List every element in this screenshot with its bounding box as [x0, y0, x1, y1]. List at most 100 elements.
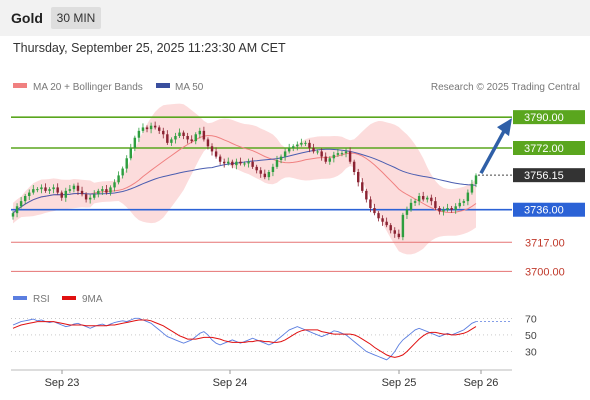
candle	[149, 125, 153, 130]
candle	[385, 221, 388, 226]
ma50-legend-label: MA 50	[175, 82, 204, 93]
last-price-label: 3756.15	[524, 170, 564, 182]
legend: MA 20 + Bollinger Bands MA 50 Research ©…	[13, 82, 580, 305]
candle	[60, 192, 63, 198]
candle	[438, 208, 441, 212]
candle	[113, 182, 116, 188]
candle	[28, 192, 31, 196]
timeframe-button[interactable]: 30 MIN	[51, 7, 101, 29]
candle	[121, 168, 124, 176]
candle	[474, 175, 478, 184]
candle	[101, 189, 104, 191]
candle	[462, 201, 466, 203]
candle	[80, 190, 84, 195]
candle	[40, 187, 43, 190]
candle	[72, 185, 76, 190]
candle	[454, 206, 457, 210]
candle	[267, 172, 271, 178]
candle	[332, 154, 336, 159]
candle	[186, 136, 189, 140]
candle	[365, 190, 368, 200]
candle	[36, 189, 39, 191]
candle	[157, 127, 161, 131]
candle	[247, 161, 250, 164]
candle	[296, 144, 299, 147]
x-tick-label: Sep 24	[213, 377, 248, 389]
candle	[52, 187, 55, 190]
candle	[320, 151, 323, 157]
candle	[466, 192, 470, 202]
candle	[227, 161, 230, 164]
level-tag	[513, 202, 585, 217]
chart-datetime: Thursday, September 25, 2025 11:23:30 AM…	[13, 41, 286, 55]
candle	[361, 182, 364, 191]
rsi-ma-line	[12, 319, 477, 358]
candle	[190, 139, 193, 142]
candle	[442, 209, 445, 212]
candle	[275, 160, 279, 167]
candle	[162, 130, 165, 135]
candle	[300, 142, 303, 145]
candle	[141, 127, 145, 131]
level-label: 3717.00	[525, 237, 565, 249]
candle	[84, 194, 88, 200]
candle	[373, 208, 376, 214]
candle	[389, 225, 392, 231]
ma20-legend-label: MA 20 + Bollinger Bands	[33, 82, 143, 93]
symbol-title: Gold	[11, 10, 43, 26]
rsi-tick-label: 50	[525, 330, 537, 342]
candle	[434, 201, 437, 208]
candle	[93, 194, 96, 198]
level-label: 3772.00	[524, 143, 564, 155]
candle	[178, 132, 181, 136]
candle	[405, 209, 409, 215]
candle	[44, 187, 47, 191]
candle	[446, 208, 449, 210]
ma20-legend-swatch	[13, 83, 27, 88]
x-tick-label: Sep 26	[464, 377, 499, 389]
candle	[348, 151, 352, 162]
last-price-tag	[513, 168, 585, 183]
research-credit: Research © 2025 Trading Central	[431, 82, 580, 93]
candle	[97, 190, 100, 195]
candle	[421, 196, 425, 200]
candle	[56, 187, 59, 193]
candle	[170, 139, 173, 143]
candle	[283, 151, 287, 157]
candle	[218, 156, 222, 162]
x-tick-label: Sep 23	[45, 377, 80, 389]
candle	[393, 230, 396, 234]
candle	[426, 197, 429, 200]
candle	[23, 196, 27, 202]
candle	[117, 175, 120, 183]
candle	[328, 158, 332, 162]
candle	[397, 233, 401, 238]
level-label: 3736.00	[524, 205, 564, 217]
candle	[174, 136, 177, 140]
candle	[304, 142, 307, 144]
candle	[409, 202, 413, 210]
level-label: 3790.00	[524, 112, 564, 124]
candle	[222, 161, 226, 164]
candle	[145, 127, 149, 130]
projection-arrow-head	[497, 118, 512, 137]
candle	[214, 151, 218, 157]
candle	[430, 197, 433, 202]
candle	[11, 213, 15, 217]
candle	[292, 146, 295, 148]
candle	[202, 130, 206, 140]
rsi-legend-swatch	[13, 296, 27, 300]
candle	[312, 148, 315, 152]
candle	[450, 208, 453, 210]
x-tick-label: Sep 25	[382, 377, 417, 389]
candle	[194, 134, 197, 142]
rsi-tick-label: 70	[525, 313, 537, 325]
candle	[235, 161, 238, 166]
candle	[263, 173, 267, 178]
rsi-ma-legend-swatch	[62, 296, 76, 300]
candle	[340, 153, 344, 155]
candle	[105, 189, 108, 193]
candle	[308, 142, 311, 148]
candle	[76, 185, 80, 191]
candle	[15, 206, 19, 214]
